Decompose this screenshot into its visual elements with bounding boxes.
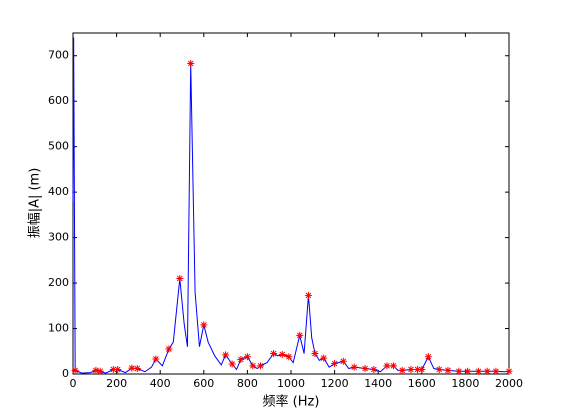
x-tick-label: 1800	[451, 377, 479, 390]
axes-box	[72, 32, 510, 375]
star-marker	[176, 275, 184, 283]
star-marker	[165, 345, 173, 353]
y-tick-label: 700	[48, 49, 69, 62]
star-marker	[243, 353, 251, 361]
x-tick-label: 1200	[321, 377, 349, 390]
star-marker	[133, 365, 141, 373]
x-tick-label: 600	[193, 377, 214, 390]
star-marker	[92, 366, 100, 374]
x-tick-label: 0	[70, 377, 77, 390]
x-tick-label: 800	[237, 377, 258, 390]
star-marker	[228, 360, 236, 368]
x-tick-label: 1600	[408, 377, 436, 390]
star-marker	[455, 367, 463, 375]
star-marker	[152, 355, 160, 363]
star-marker	[71, 366, 79, 374]
star-marker	[483, 367, 491, 375]
x-tick-label: 2000	[495, 377, 523, 390]
star-marker	[222, 351, 230, 359]
y-tick-label: 500	[48, 140, 69, 153]
x-tick-label: 400	[150, 377, 171, 390]
star-marker	[492, 367, 500, 375]
star-marker	[361, 365, 369, 373]
star-marker	[413, 365, 421, 373]
star-marker	[187, 59, 195, 67]
star-marker	[256, 362, 264, 370]
star-marker	[418, 365, 426, 373]
x-axis-label: 频率 (Hz)	[263, 394, 320, 410]
star-marker	[311, 350, 319, 358]
y-tick-label: 300	[48, 231, 69, 244]
y-tick-label: 400	[48, 185, 69, 198]
star-marker	[505, 367, 513, 375]
star-marker	[407, 365, 415, 373]
star-marker	[278, 350, 286, 358]
star-marker	[331, 360, 339, 368]
star-marker	[296, 331, 304, 339]
y-axis-label: 振幅|A| (m)	[28, 168, 43, 239]
star-marker	[304, 291, 312, 299]
star-marker	[285, 353, 293, 361]
star-marker	[339, 357, 347, 365]
x-tick-label: 1000	[277, 377, 305, 390]
star-marker	[200, 321, 208, 329]
star-marker	[114, 365, 122, 373]
y-tick-label: 200	[48, 276, 69, 289]
star-marker	[320, 354, 328, 362]
star-marker	[383, 362, 391, 370]
star-marker	[435, 365, 443, 373]
star-marker	[270, 350, 278, 358]
star-marker	[96, 367, 104, 375]
star-marker	[249, 362, 257, 370]
y-tick-label: 600	[48, 94, 69, 107]
star-marker	[109, 365, 117, 373]
star-marker	[350, 363, 358, 371]
star-marker	[370, 365, 378, 373]
star-marker	[398, 366, 406, 374]
star-marker	[474, 367, 482, 375]
x-tick-label: 200	[106, 377, 127, 390]
star-marker	[444, 366, 452, 374]
x-tick-label: 1400	[364, 377, 392, 390]
y-tick-label: 0	[62, 367, 69, 380]
star-marker	[389, 362, 397, 370]
y-tick-label: 100	[48, 322, 69, 335]
star-marker	[237, 355, 245, 363]
star-marker	[424, 353, 432, 361]
star-marker	[128, 364, 136, 372]
star-marker	[464, 367, 472, 375]
